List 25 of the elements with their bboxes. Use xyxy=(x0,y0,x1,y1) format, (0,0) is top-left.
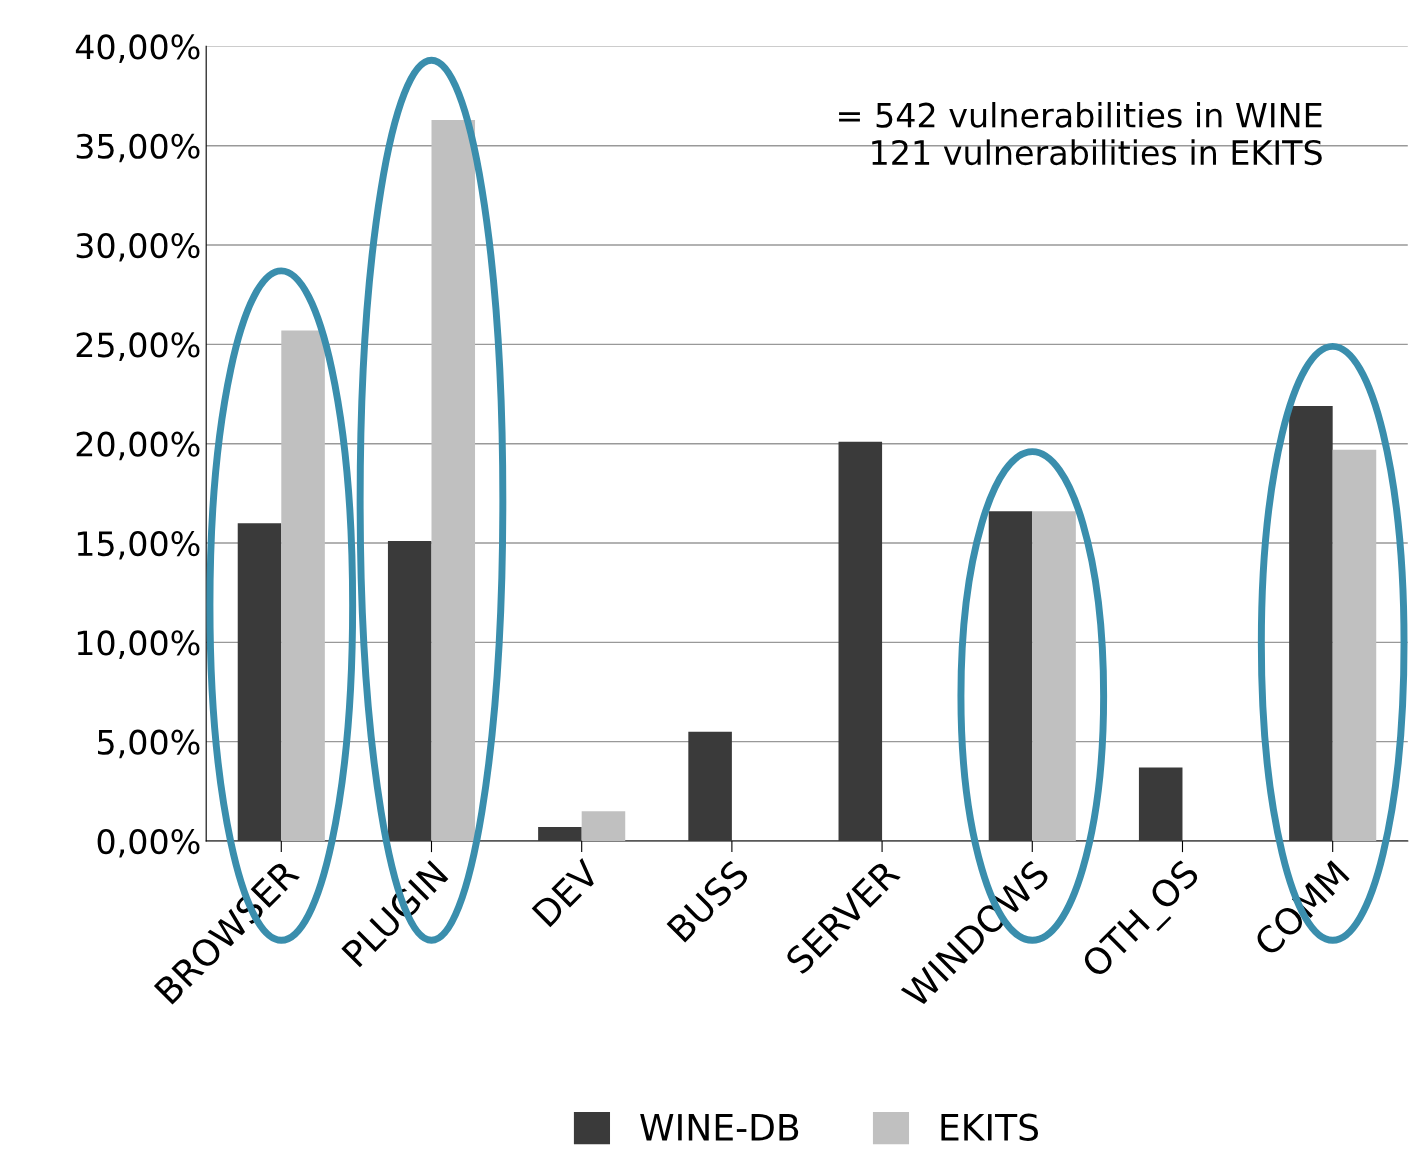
legend-label: EKITS xyxy=(941,1113,1039,1141)
bar xyxy=(538,827,582,841)
bar xyxy=(581,811,626,841)
y-tick-label: 30,00% xyxy=(76,232,200,262)
y-tick-label: 5,00% xyxy=(98,729,200,759)
bar xyxy=(1138,767,1183,841)
y-tick-label: 15,00% xyxy=(77,530,200,560)
bar xyxy=(1032,511,1076,841)
legend-label: WINE-DB xyxy=(640,1114,799,1141)
y-tick-label: 0,00% xyxy=(97,828,200,858)
bar xyxy=(281,330,325,841)
y-tick-label: 40,00% xyxy=(75,34,200,63)
annotation: = 542 vulnerabilities in WINE 121 vulnerabilities in EKITS xyxy=(839,102,1322,166)
bar xyxy=(988,511,1033,841)
y-tick-label: 20,00% xyxy=(76,431,200,461)
bar xyxy=(387,541,432,841)
y-tick-label: 10,00% xyxy=(77,630,200,659)
bar xyxy=(237,523,282,841)
bar xyxy=(838,441,883,841)
bar xyxy=(431,119,476,841)
bar xyxy=(688,731,732,841)
bar xyxy=(1289,405,1333,841)
y-tick-label: 35,00% xyxy=(76,133,200,163)
y-tick-label: 25,00% xyxy=(76,332,200,361)
bar xyxy=(1332,449,1377,841)
